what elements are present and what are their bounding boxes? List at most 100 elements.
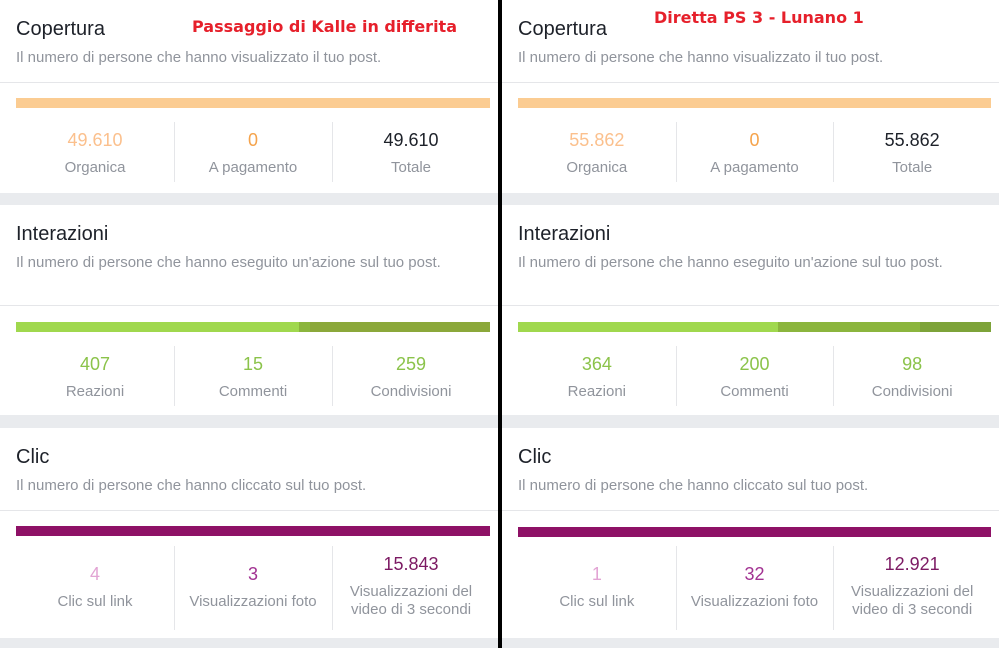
stat-value: 4: [89, 564, 100, 584]
reazioni-bar-segment: [518, 322, 779, 332]
stat-label: Commenti: [218, 383, 288, 400]
clic-section: Clic Il numero di persone che hanno clic…: [502, 428, 999, 638]
stat-value: 55.862: [569, 130, 625, 150]
stat-link: 4 Clic sul link: [16, 546, 174, 630]
stat-value: 0: [247, 130, 258, 150]
stat-value: 200: [739, 354, 770, 374]
stat-label: Visualizzazioni del video di 3 secondi: [851, 583, 974, 618]
divider: [0, 82, 498, 83]
video-bar-segment: [16, 526, 490, 536]
interazioni-bar: [518, 322, 991, 332]
copertura-stats: 49.610 Organica 0 A pagamento 49.610 Tot…: [16, 122, 490, 182]
section-description: Il numero di persone che hanno eseguito …: [518, 254, 943, 271]
organica-bar-segment: [16, 98, 490, 108]
stat-reazioni: 407 Reazioni: [16, 346, 174, 406]
stat-label: Clic sul link: [559, 593, 635, 610]
stat-label: Visualizzazioni foto: [690, 593, 819, 610]
stat-label: Totale: [892, 159, 933, 176]
section-description: Il numero di persone che hanno cliccato …: [16, 477, 367, 494]
commenti-bar-segment: [778, 322, 921, 332]
stat-value: 1: [591, 564, 602, 584]
stat-totale: 49.610 Totale: [332, 122, 490, 182]
stat-label: Condivisioni: [871, 383, 953, 400]
stat-reazioni: 364 Reazioni: [518, 346, 676, 406]
stat-pagamento: 0 A pagamento: [675, 122, 834, 182]
clic-bar: [518, 527, 991, 537]
stat-commenti: 200 Commenti: [675, 346, 834, 406]
overlay-caption: Passaggio di Kalle in differita: [192, 17, 457, 36]
stat-condivisioni: 259 Condivisioni: [332, 346, 490, 406]
stat-value: 12.921: [884, 554, 940, 574]
left-insights-panel: Copertura Il numero di persone che hanno…: [0, 0, 498, 648]
interazioni-section: Interazioni Il numero di persone che han…: [502, 205, 999, 415]
stat-label: Commenti: [720, 383, 789, 400]
stat-value: 98: [902, 354, 923, 374]
stat-label: Visualizzazioni del video di 3 secondi: [349, 583, 473, 618]
stat-value: 49.610: [383, 130, 439, 150]
divider: [502, 510, 999, 511]
section-title: Interazioni: [518, 223, 611, 245]
section-title: Clic: [16, 446, 50, 468]
copertura-bar: [518, 98, 991, 108]
stat-value: 3: [247, 564, 258, 584]
section-title: Copertura: [16, 18, 105, 40]
divider: [0, 510, 498, 511]
stat-value: 15.843: [383, 554, 439, 574]
stat-label: Condivisioni: [370, 383, 452, 400]
section-title: Copertura: [518, 18, 607, 40]
video-bar-segment: [518, 527, 991, 537]
stat-value: 364: [581, 354, 612, 374]
stat-label: Organica: [566, 159, 628, 176]
section-description: Il numero di persone che hanno visualizz…: [518, 49, 884, 66]
copertura-stats: 55.862 Organica 0 A pagamento 55.862 Tot…: [518, 122, 991, 182]
stat-condivisioni: 98 Condivisioni: [833, 346, 991, 406]
copertura-bar: [16, 98, 490, 108]
stat-foto: 3 Visualizzazioni foto: [174, 546, 332, 630]
interazioni-section: Interazioni Il numero di persone che han…: [0, 205, 498, 415]
section-title: Interazioni: [16, 223, 109, 245]
stat-label: Visualizzazioni foto: [189, 593, 317, 610]
stat-label: Reazioni: [567, 383, 627, 400]
organica-bar-segment: [518, 98, 991, 108]
clic-section: Clic Il numero di persone che hanno clic…: [0, 428, 498, 638]
stat-label: Organica: [64, 159, 126, 176]
stat-video: 12.921 Visualizzazioni del video di 3 se…: [833, 546, 991, 630]
section-description: Il numero di persone che hanno eseguito …: [16, 254, 441, 271]
divider: [0, 305, 498, 306]
right-insights-panel: Copertura Il numero di persone che hanno…: [502, 0, 999, 648]
stat-foto: 32 Visualizzazioni foto: [675, 546, 834, 630]
section-description: Il numero di persone che hanno cliccato …: [518, 477, 869, 494]
stat-value: 0: [749, 130, 760, 150]
copertura-section: Copertura Il numero di persone che hanno…: [0, 0, 498, 193]
condivisioni-bar-segment: [309, 322, 490, 332]
divider: [502, 305, 999, 306]
stat-value: 32: [744, 564, 765, 584]
stat-value: 15: [242, 354, 264, 374]
stat-value: 49.610: [67, 130, 123, 150]
copertura-section: Copertura Il numero di persone che hanno…: [502, 0, 999, 193]
stat-link: 1 Clic sul link: [518, 546, 676, 630]
section-description: Il numero di persone che hanno visualizz…: [16, 49, 382, 66]
clic-stats: 1 Clic sul link 32 Visualizzazioni foto …: [518, 546, 991, 630]
stat-value: 407: [79, 354, 111, 374]
stat-label: A pagamento: [710, 159, 799, 176]
divider: [502, 82, 999, 83]
stat-commenti: 15 Commenti: [174, 346, 332, 406]
condivisioni-bar-segment: [920, 322, 991, 332]
stat-label: Clic sul link: [57, 593, 133, 610]
interazioni-bar: [16, 322, 490, 332]
stat-video: 15.843 Visualizzazioni del video di 3 se…: [332, 546, 490, 630]
stat-value: 259: [395, 354, 427, 374]
stat-label: Reazioni: [65, 383, 125, 400]
panel-divider: [498, 0, 502, 648]
clic-bar: [16, 526, 490, 536]
section-title: Clic: [518, 446, 552, 468]
stat-value: 55.862: [884, 130, 940, 150]
commenti-bar-segment: [299, 322, 310, 332]
overlay-caption: Diretta PS 3 - Lunano 1: [654, 8, 864, 27]
stat-pagamento: 0 A pagamento: [174, 122, 332, 182]
interazioni-stats: 407 Reazioni 15 Commenti 259 Condivision…: [16, 346, 490, 406]
stat-label: A pagamento: [208, 159, 298, 176]
reazioni-bar-segment: [16, 322, 300, 332]
